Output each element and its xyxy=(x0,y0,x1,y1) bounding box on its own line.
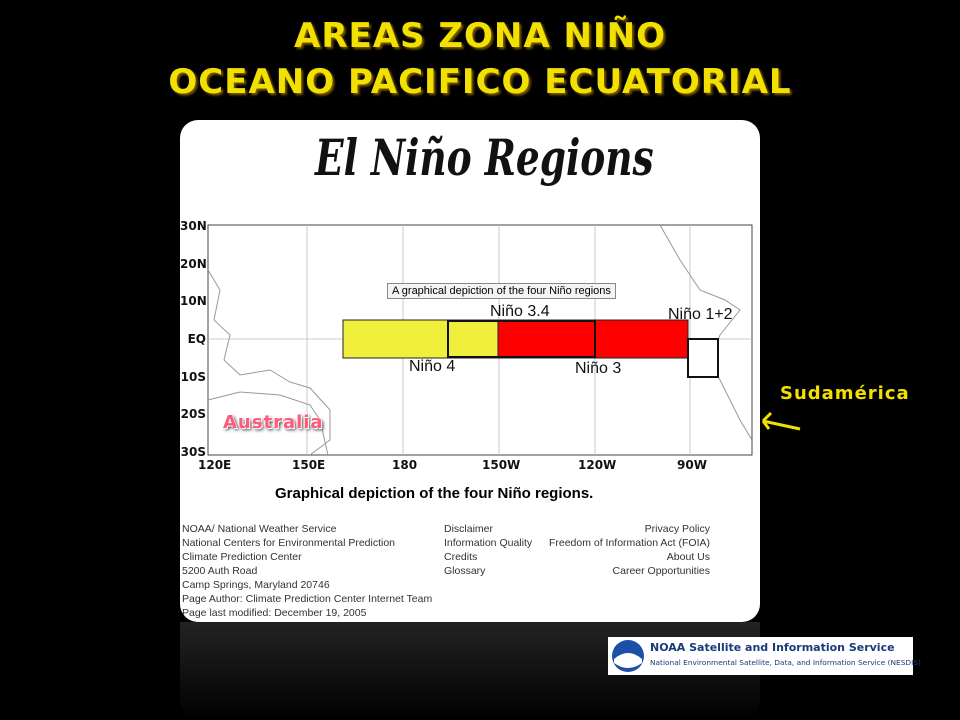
lon-label: 150E xyxy=(292,458,326,472)
footer-item[interactable]: About Us xyxy=(666,551,710,563)
lon-label: 180 xyxy=(392,458,418,472)
title-line: AREAS ZONA NIÑO xyxy=(294,16,666,56)
region-label: Niño 3.4 xyxy=(490,303,550,320)
footer-item[interactable]: Freedom of Information Act (FOIA) xyxy=(548,537,710,549)
nino34-box xyxy=(447,320,596,358)
footer-item[interactable]: Privacy Policy xyxy=(644,523,710,535)
caption: Graphical depiction of the four Niño reg… xyxy=(275,485,594,502)
lat-label: 30S xyxy=(180,445,206,459)
logo-subtitle: National Environmental Satellite, Data, … xyxy=(650,658,921,667)
footer-item: Page Author: Climate Prediction Center I… xyxy=(182,593,433,605)
heading: El Niño Regions xyxy=(315,128,654,187)
footer-item[interactable]: Credits xyxy=(444,551,478,563)
footer-links: Privacy Policy Freedom of Information Act… xyxy=(549,522,710,578)
logo-emblem xyxy=(612,640,644,672)
footer-item: Climate Prediction Center xyxy=(182,551,302,563)
lat-label: 20N xyxy=(180,257,207,271)
nino4-area xyxy=(342,319,499,359)
nino12-box xyxy=(687,338,719,378)
footer-item: NOAA/ National Weather Service xyxy=(182,523,337,535)
lat-label: EQ xyxy=(187,332,206,346)
logo-title: NOAA Satellite and Information Service xyxy=(650,641,895,654)
nino3-area xyxy=(497,319,689,359)
lat-label: 30N xyxy=(180,219,207,233)
tooltip: A graphical depiction of the four Niño r… xyxy=(387,283,616,299)
footer-item: National Centers for Environmental Predi… xyxy=(182,537,396,549)
region-label: Niño 3 xyxy=(575,360,622,377)
footer-item: Camp Springs, Maryland 20746 xyxy=(182,579,330,591)
footer-item: 5200 Auth Road xyxy=(182,565,258,577)
sudamerica-label: Sudamérica xyxy=(780,383,910,404)
coastline xyxy=(207,224,753,456)
map xyxy=(207,224,753,456)
australia-label: Australia xyxy=(223,412,324,433)
noaa-logo: NOAA Satellite and Information Service N… xyxy=(608,637,921,675)
lon-label: 150W xyxy=(482,458,521,472)
footer-item[interactable]: Career Opportunities xyxy=(612,565,710,577)
footer-item[interactable]: Glossary xyxy=(444,565,486,577)
footer-item[interactable]: Disclaimer xyxy=(444,523,494,535)
lat-label: 10S xyxy=(180,370,206,384)
lon-label: 90W xyxy=(677,458,707,472)
lon-label: 120E xyxy=(198,458,232,472)
map-panel: El Niño Regions 30N 20N 10N EQ 10S 20S 3… xyxy=(180,120,760,622)
lat-label: 20S xyxy=(180,407,206,421)
footer-links: Disclaimer Information Quality Credits Glos… xyxy=(444,522,532,578)
region-label: Niño 4 xyxy=(409,358,456,375)
footer-item[interactable]: Information Quality xyxy=(444,537,533,549)
lat-label: 10N xyxy=(180,294,207,308)
lon-label: 120W xyxy=(578,458,617,472)
arrow xyxy=(761,411,801,431)
footer-left: NOAA/ National Weather Service National C… xyxy=(182,522,432,620)
region-label: Niño 1+2 xyxy=(668,306,733,323)
footer-item: Page last modified: December 19, 2005 xyxy=(182,607,367,619)
title-line: OCEANO PACIFICO ECUATORIAL xyxy=(168,62,792,102)
